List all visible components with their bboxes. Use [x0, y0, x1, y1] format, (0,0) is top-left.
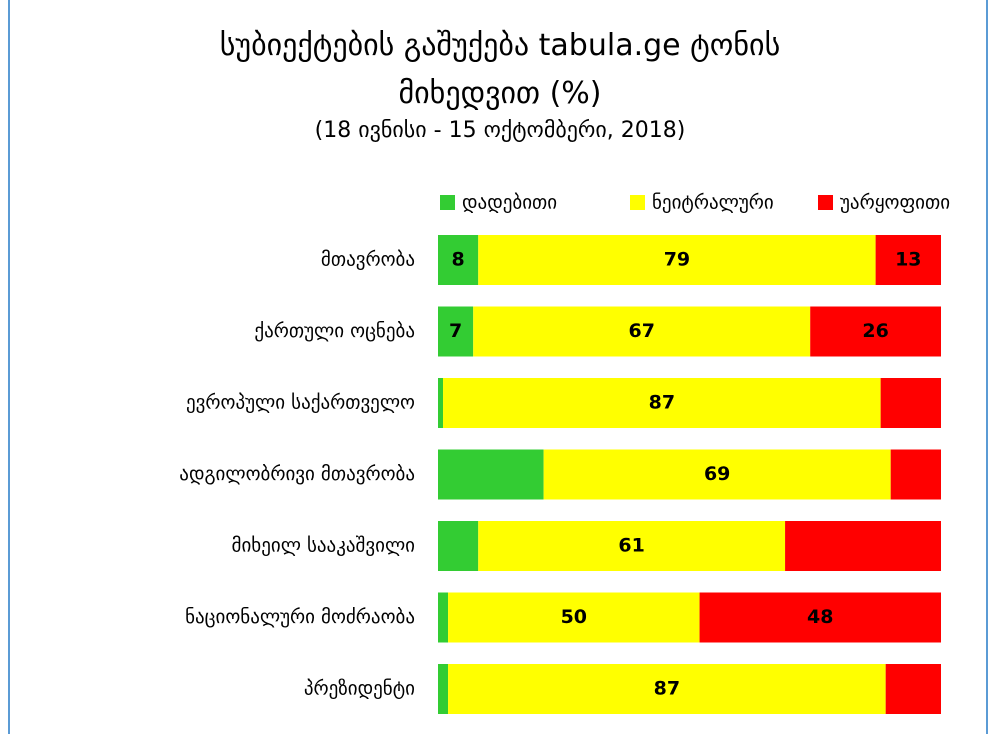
y-tick-label: პრეზიდენტი — [304, 678, 415, 700]
bar-segment — [473, 306, 811, 357]
bar-segment — [438, 521, 479, 571]
chart-subtitle: (18 ივნისი - 15 ოქტომბერი, 2018) — [314, 118, 686, 143]
data-label: 13 — [895, 249, 921, 271]
legend-label: ნეიტრალური — [652, 192, 774, 214]
data-label: 7 — [449, 320, 462, 342]
bar-segment — [875, 235, 941, 285]
bar-segment — [478, 235, 876, 285]
bar-segment — [438, 449, 544, 500]
y-tick-label: მიხეილ სააკაშვილი — [232, 535, 415, 557]
chart-title: სუბიექტების გაშუქება tabula.ge ტონის მიხ… — [219, 28, 781, 111]
y-tick-label: ქართული ოცნება — [254, 320, 415, 342]
bar-segment — [699, 592, 941, 643]
bar-segment — [438, 306, 474, 357]
legend-swatch — [630, 195, 645, 210]
data-label: 69 — [704, 463, 730, 485]
bar-segment — [443, 378, 881, 428]
bar-segment — [890, 449, 941, 500]
bar-segment — [438, 378, 444, 428]
bar-segment — [785, 521, 941, 571]
bar-segment — [448, 664, 886, 714]
bar-segment — [438, 664, 449, 714]
data-label: 79 — [664, 249, 690, 271]
bar-segment — [880, 378, 941, 428]
legend-label: უარყოფითი — [840, 192, 950, 214]
bar-segment — [438, 235, 479, 285]
y-tick-label: ადგილობრივი მთავრობა — [179, 463, 415, 485]
bar-segment — [448, 592, 700, 643]
legend-label: დადებითი — [462, 192, 557, 214]
frame — [8, 0, 988, 734]
y-tick-label: ევროპული საქართველო — [186, 392, 415, 414]
y-tick-label: ნაციონალური მოძრაობა — [185, 606, 415, 628]
data-label: 26 — [862, 320, 888, 342]
y-tick-label: მთავრობა — [321, 249, 415, 271]
bar-segment — [543, 449, 891, 500]
bar-segment — [438, 592, 449, 643]
data-label: 87 — [654, 678, 680, 700]
data-label: 8 — [452, 249, 465, 271]
data-label: 87 — [649, 392, 675, 414]
data-label: 50 — [561, 606, 587, 628]
legend-swatch — [440, 195, 455, 210]
bar-segment — [885, 664, 941, 714]
legend-swatch — [818, 195, 833, 210]
data-label: 61 — [618, 535, 644, 557]
data-label: 67 — [628, 320, 654, 342]
bar-segment — [810, 306, 941, 357]
data-label: 48 — [807, 606, 833, 628]
bar-segment — [478, 521, 786, 571]
